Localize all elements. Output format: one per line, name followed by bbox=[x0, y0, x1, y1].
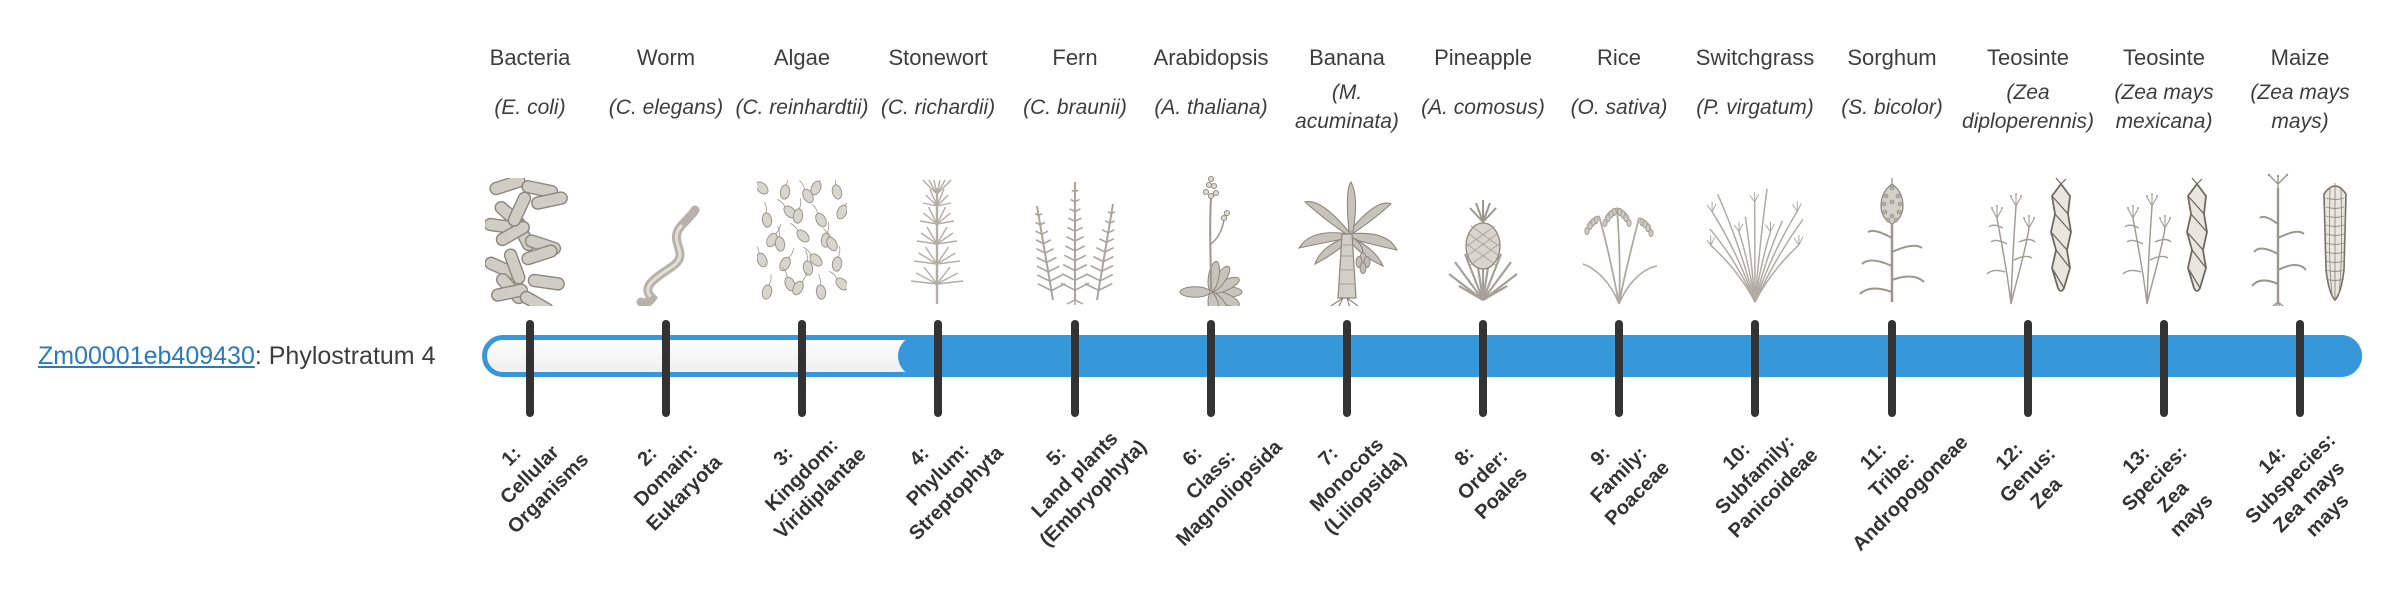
organism-column-maize: Maize (Zea mays mays) 14: Subspecies: Zea … bbox=[2225, 0, 2375, 580]
teosinte-mexicana-icon bbox=[2089, 168, 2239, 306]
organism-species: (S. bicolor) bbox=[1841, 95, 1943, 119]
bacteria-icon bbox=[455, 168, 605, 306]
worm-icon bbox=[591, 168, 741, 306]
stratum-tick bbox=[934, 320, 942, 417]
organism-name: Bacteria bbox=[489, 45, 571, 70]
organism-name: Stonewort bbox=[888, 45, 988, 70]
arabidopsis-icon bbox=[1136, 168, 1286, 306]
stratum-tick bbox=[1207, 320, 1215, 417]
organism-column-rice: Rice (O. sativa) 9: Family: Poaceae bbox=[1544, 0, 1694, 580]
organism-name: Maize bbox=[2270, 45, 2330, 70]
rice-icon bbox=[1544, 168, 1694, 306]
organism-species: (E. coli) bbox=[494, 95, 566, 119]
organism-name: Sorghum bbox=[1847, 45, 1937, 70]
stratum-tick bbox=[662, 320, 670, 417]
organism-species: (M. acuminata) bbox=[1295, 81, 1399, 133]
organism-column-bacteria: Bacteria (E. coli) 1: Cellular Organisms bbox=[455, 0, 605, 580]
stratum-tick bbox=[1888, 320, 1896, 417]
phylostratum-label: 14: Subspecies: Zea mays mays bbox=[2241, 429, 2354, 542]
organism-species: (C. braunii) bbox=[1023, 95, 1127, 119]
organism-species: (P. virgatum) bbox=[1696, 95, 1814, 119]
organism-name: Algae bbox=[773, 45, 831, 70]
pineapple-icon bbox=[1408, 168, 1558, 306]
organism-column-worm: Worm (C. elegans) 2: Domain: Eukaryota bbox=[591, 0, 741, 580]
organism-column-switchgrass: Switchgrass (P. virgatum) 10: Subfamily: P… bbox=[1680, 0, 1830, 580]
organism-name: Teosinte bbox=[2123, 45, 2205, 70]
stratum-tick bbox=[1615, 320, 1623, 417]
organism-species: (C. elegans) bbox=[608, 95, 724, 119]
fern-icon bbox=[1000, 168, 1150, 306]
stratum-tick bbox=[2160, 320, 2168, 417]
stratum-tick bbox=[1751, 320, 1759, 417]
organism-column-banana: Banana (M. acuminata) 7: Monocots (Liliops… bbox=[1272, 0, 1422, 580]
organism-name: Arabidopsis bbox=[1153, 45, 1269, 70]
organism-species: (O. sativa) bbox=[1570, 95, 1668, 119]
organism-species: (C. richardii) bbox=[880, 95, 996, 119]
organism-species: (Zea diploperennis) bbox=[1962, 81, 2094, 133]
banana-icon bbox=[1272, 168, 1422, 306]
stratum-tick bbox=[798, 320, 806, 417]
organism-name: Rice bbox=[1596, 45, 1641, 70]
organism-name: Worm bbox=[636, 45, 696, 70]
teosinte-diplo-icon bbox=[1953, 168, 2103, 306]
organism-column-stonewort: Stonewort (C. richardii) 4: Phylum: Strept… bbox=[863, 0, 1013, 580]
organism-name: Switchgrass bbox=[1695, 45, 1815, 70]
organism-name: Pineapple bbox=[1434, 45, 1532, 70]
organism-species: (Zea mays mexicana) bbox=[2114, 81, 2214, 133]
organism-species: (C. reinhardtii) bbox=[735, 95, 869, 119]
maize-icon bbox=[2225, 168, 2375, 306]
gene-link[interactable]: Zm00001eb409430 bbox=[38, 342, 255, 370]
stratum-tick bbox=[1071, 320, 1079, 417]
organism-column-fern: Fern (C. braunii) 5: Land plants (Embryoph… bbox=[1000, 0, 1151, 580]
stratum-tick bbox=[1479, 320, 1487, 417]
stonewort-icon bbox=[863, 168, 1013, 306]
switchgrass-icon bbox=[1680, 168, 1830, 306]
organism-species: (A. thaliana) bbox=[1154, 95, 1268, 119]
organism-name: Fern bbox=[1052, 45, 1098, 70]
organism-column-arabidopsis: Arabidopsis (A. thaliana) 6: Class: Magnol… bbox=[1136, 0, 1287, 580]
phylostratum-bar-fill bbox=[898, 335, 2362, 377]
sorghum-icon bbox=[1817, 168, 1967, 306]
organism-column-sorghum: Sorghum (S. bicolor) 11: Tribe: Andropogon… bbox=[1817, 0, 1972, 580]
organism-column-algae: Algae (C. reinhardtii) 3: Kingdom: Viridip… bbox=[727, 0, 877, 580]
gene-annotation: : Phylostratum 4 bbox=[254, 342, 436, 370]
stratum-tick bbox=[2296, 320, 2304, 417]
organism-name: Banana bbox=[1309, 45, 1385, 70]
organism-column-pineapple: Pineapple (A. comosus) 8: Order: Poales bbox=[1408, 0, 1558, 580]
stratum-tick bbox=[526, 320, 534, 417]
organism-column-teosinte-mexicana: Teosinte (Zea mays mexicana) 13: Species:… bbox=[2089, 0, 2239, 580]
organism-species: (A. comosus) bbox=[1421, 95, 1545, 119]
phylostratigraphy-widget: Zm00001eb409430: Phylostratum 4 Bacteria… bbox=[38, 0, 2375, 580]
organism-name: Teosinte bbox=[1987, 45, 2069, 70]
stratum-tick bbox=[2024, 320, 2032, 417]
stratum-tick bbox=[1343, 320, 1351, 417]
organism-column-teosinte-diplo: Teosinte (Zea diploperennis) 12: Genus: Ze… bbox=[1953, 0, 2103, 580]
algae-icon bbox=[727, 168, 877, 306]
organism-species: (Zea mays mays) bbox=[2250, 81, 2350, 133]
gene-label: Zm00001eb409430: Phylostratum 4 bbox=[38, 341, 436, 371]
